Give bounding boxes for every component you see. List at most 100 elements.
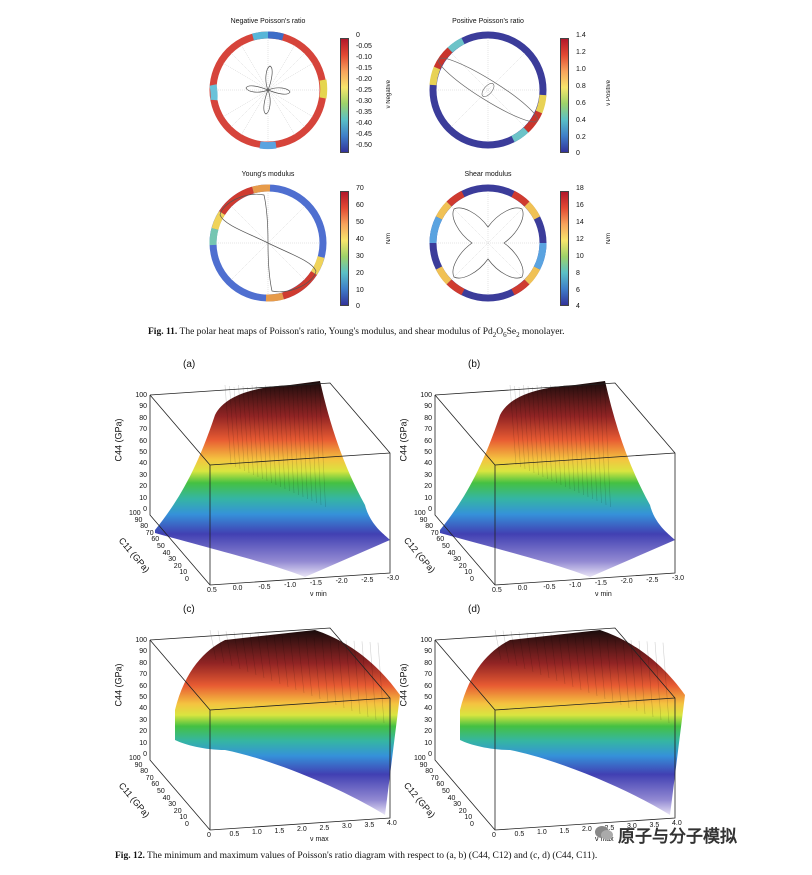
- z-tick: 0: [428, 751, 432, 758]
- x-tick: -2.0: [335, 578, 348, 586]
- cbar-tick: -0.05: [356, 43, 372, 50]
- y-tick: 60: [151, 781, 160, 789]
- watermark: 原子与分子模拟: [618, 827, 737, 847]
- cbar-tick: 0.6: [576, 100, 586, 107]
- y-tick: 100: [129, 755, 141, 762]
- panel-label: (d): [468, 604, 481, 615]
- z-tick: 90: [139, 648, 147, 656]
- z-tick: 70: [424, 671, 432, 679]
- y-tick: 10: [464, 814, 473, 822]
- colorbar: [340, 38, 349, 153]
- cbar-tick: 10: [356, 287, 364, 294]
- z-tick: 20: [424, 483, 432, 491]
- y-tick: 70: [430, 529, 439, 537]
- x-tick: 0.5: [492, 587, 502, 594]
- x-tick: 2.5: [319, 824, 330, 832]
- z-axis-label: C44 (GPa): [398, 663, 409, 707]
- fig12-caption: Fig. 12. The minimum and maximum values …: [115, 851, 597, 861]
- y-tick: 30: [168, 801, 176, 809]
- y-tick: 70: [145, 774, 154, 782]
- x-tick: -3.0: [672, 575, 685, 582]
- fig12-panel: (b) 100 90 80 70 60 50 40 30 20 10 0 C44 (GPa) 100 90 8…: [399, 355, 700, 598]
- x-tick: 1.0: [537, 829, 547, 836]
- x-axis-label: ν max: [595, 836, 614, 843]
- z-tick: 20: [139, 728, 147, 736]
- y-tick: 90: [134, 516, 143, 524]
- cbar-tick: 0: [356, 32, 360, 39]
- cbar-tick: 20: [356, 270, 364, 277]
- y-tick: 0: [470, 576, 474, 583]
- z-tick: 30: [424, 471, 432, 479]
- colorbar: [560, 191, 569, 306]
- polar-title: Shear modulus: [464, 171, 512, 178]
- cbar-tick: 70: [356, 185, 364, 192]
- y-tick: 90: [419, 516, 428, 524]
- z-tick: 30: [139, 471, 147, 479]
- fig11-caption: Fig. 11. The polar heat maps of Poisson'…: [148, 327, 564, 339]
- x-tick: 3.0: [342, 823, 352, 830]
- x-tick: 0: [492, 832, 496, 839]
- cbar-tick: 50: [356, 219, 364, 226]
- cbar-tick: 40: [356, 236, 364, 243]
- x-tick: 1.5: [274, 827, 285, 835]
- x-tick: 0.5: [229, 830, 240, 838]
- z-tick: 100: [420, 637, 432, 644]
- z-tick: 10: [424, 494, 432, 502]
- cbar-tick: 18: [576, 185, 584, 192]
- cbar-tick: 0: [576, 150, 580, 157]
- y-tick: 100: [129, 510, 141, 517]
- cbar-label: N/m: [606, 233, 612, 244]
- z-tick: 10: [424, 739, 432, 747]
- polar-positive-poisson: Positive Poisson's ratio 1.4 1.2 1.0 0.8…: [428, 18, 612, 163]
- y-tick: 0: [185, 576, 189, 583]
- cbar-label: ν Negative: [386, 80, 392, 109]
- x-tick: -2.5: [646, 576, 659, 584]
- z-tick: 0: [143, 506, 147, 513]
- z-tick: 90: [424, 403, 432, 411]
- y-tick: 30: [453, 801, 461, 809]
- z-tick: 100: [135, 637, 147, 644]
- z-tick: 50: [424, 449, 432, 456]
- x-tick: 0: [207, 832, 211, 839]
- cbar-tick: 0.2: [576, 134, 586, 141]
- fig12-panel: (a) 100 90 80 70 60 50 40 30 20 10 0 C44 (GPa) 100 90 8…: [114, 355, 415, 598]
- fig11-formula: Pd2O6Se2: [482, 327, 520, 339]
- y-tick: 0: [185, 821, 189, 828]
- y-tick: 0: [470, 821, 474, 828]
- panel-label: (c): [183, 604, 195, 615]
- x-tick: 0.0: [232, 585, 243, 593]
- cbar-tick: 12: [576, 236, 584, 243]
- y-tick: 50: [157, 543, 165, 550]
- cbar-tick: 16: [576, 202, 584, 209]
- x-axis-label: ν max: [310, 836, 329, 843]
- polar-ring: [429, 31, 547, 149]
- y-tick: 50: [442, 543, 450, 550]
- cbar-tick: 0.8: [576, 83, 586, 90]
- y-tick: 30: [453, 556, 461, 564]
- cbar-tick: 60: [356, 202, 364, 209]
- z-tick: 0: [428, 506, 432, 513]
- x-tick: -1.5: [309, 580, 322, 588]
- cbar-tick: 8: [576, 270, 580, 277]
- x-tick: 0.5: [207, 587, 217, 594]
- z-tick: 70: [424, 426, 432, 434]
- x-tick: -0.5: [543, 583, 556, 591]
- polar-title: Positive Poisson's ratio: [452, 18, 524, 25]
- y-tick: 70: [430, 774, 439, 782]
- y-tick: 60: [436, 536, 445, 544]
- x-tick: 3.0: [627, 823, 637, 830]
- surface-plot: [149, 381, 391, 586]
- x-axis-label: ν min: [595, 591, 612, 598]
- surface-plot: [434, 627, 685, 831]
- x-tick: -1.0: [284, 581, 297, 589]
- x-tick: 1.0: [252, 829, 262, 836]
- cbar-tick: 1.2: [576, 49, 586, 56]
- z-tick: 20: [139, 483, 147, 491]
- cbar-tick: -0.15: [356, 65, 372, 72]
- polar-title: Young's modulus: [241, 171, 295, 178]
- y-tick: 80: [140, 768, 148, 776]
- y-tick: 60: [436, 781, 445, 789]
- cbar-tick: -0.30: [356, 98, 372, 105]
- z-tick: 70: [139, 671, 147, 679]
- fig11-tail: monolayer.: [522, 327, 565, 337]
